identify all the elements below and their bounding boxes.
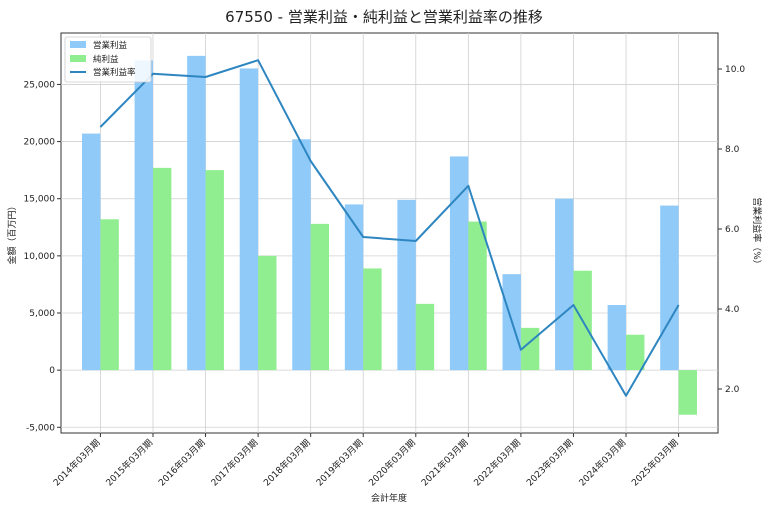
- x-tick-label: 2025年03月期: [629, 437, 681, 489]
- legend-label-net-profit: 純利益: [93, 54, 119, 65]
- bar-net-profit: [468, 222, 486, 371]
- y-tick-label: 25,000: [24, 80, 56, 90]
- bar-net-profit: [258, 256, 276, 370]
- bar-operating-profit: [397, 200, 415, 370]
- x-axis-label: 会計年度: [371, 492, 407, 504]
- legend-label-operating-margin: 営業利益率: [93, 67, 136, 78]
- bar-net-profit: [626, 335, 644, 370]
- x-tick-label: 2018年03月期: [261, 437, 313, 489]
- y-tick-label: 15,000: [24, 195, 56, 205]
- y2-axis-label: 営業利益率（%）: [751, 197, 763, 269]
- bar-operating-profit: [555, 199, 573, 370]
- y-tick-label: -5,000: [26, 423, 55, 433]
- bar-operating-profit: [660, 206, 678, 371]
- x-tick-label: 2022年03月期: [471, 437, 523, 489]
- bar-net-profit: [206, 170, 224, 370]
- legend: 営業利益 純利益 営業利益率: [65, 37, 151, 82]
- bar-net-profit: [416, 304, 434, 370]
- bar-net-profit: [153, 168, 171, 370]
- bar-net-profit: [100, 219, 118, 370]
- bar-operating-profit: [135, 60, 153, 370]
- bar-operating-profit: [240, 68, 258, 370]
- y2-tick-label: 4.0: [725, 305, 740, 315]
- bar-operating-profit: [292, 139, 310, 370]
- y2-tick-label: 6.0: [725, 225, 740, 235]
- x-tick-label: 2019年03月期: [313, 437, 365, 489]
- x-tick-label: 2021年03月期: [419, 437, 471, 489]
- x-tick-label: 2023年03月期: [524, 437, 576, 489]
- tick-layer: -5,000 0 5,000 10,000 15,000 20,000 25,000 2.0 4…: [24, 65, 746, 489]
- y-tick-label: 5,000: [29, 309, 55, 319]
- x-tick-label: 2015年03月期: [103, 437, 155, 489]
- bar-net-profit: [679, 370, 697, 415]
- y-tick-label: 0: [49, 366, 55, 376]
- x-tick-label: 2017年03月期: [208, 437, 260, 489]
- bar-net-profit: [521, 328, 539, 370]
- legend-label-operating-profit: 営業利益: [93, 40, 128, 51]
- legend-swatch-operating-profit: [70, 41, 86, 48]
- x-tick-label: 2020年03月期: [366, 437, 418, 489]
- y2-tick-label: 8.0: [725, 145, 740, 155]
- line-layer: [100, 60, 678, 396]
- x-tick-label: 2014年03月期: [51, 437, 103, 489]
- bar-operating-profit: [82, 134, 100, 371]
- y-tick-label: 10,000: [24, 252, 56, 262]
- bar-operating-profit: [345, 204, 363, 370]
- legend-swatch-net-profit: [70, 55, 86, 62]
- bar-operating-profit: [187, 56, 205, 370]
- x-tick-label: 2016年03月期: [156, 437, 208, 489]
- bar-net-profit: [311, 224, 329, 370]
- y2-tick-label: 10.0: [725, 65, 745, 75]
- y2-tick-label: 2.0: [725, 385, 740, 395]
- y-axis-label: 金額（百万円）: [6, 201, 18, 264]
- bar-operating-profit: [608, 305, 626, 370]
- chart-title: 67550 - 営業利益・純利益と営業利益率の推移: [225, 8, 543, 26]
- bar-net-profit: [363, 268, 381, 370]
- y-tick-label: 20,000: [24, 138, 56, 148]
- x-tick-label: 2024年03月期: [576, 437, 628, 489]
